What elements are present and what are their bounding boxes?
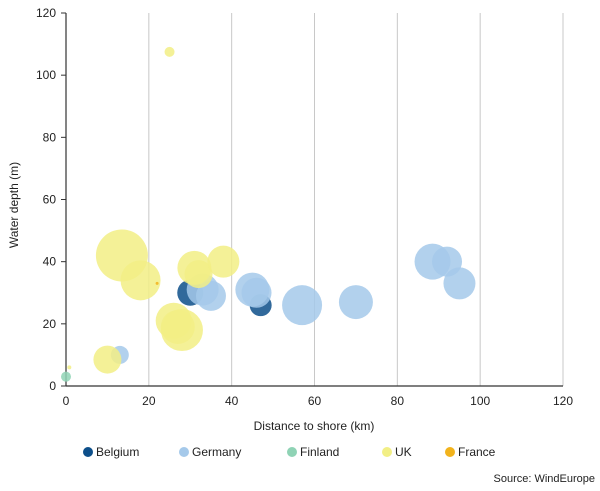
legend-swatch-uk bbox=[382, 447, 392, 457]
legend-label-uk: UK bbox=[395, 445, 412, 459]
france-bubble bbox=[155, 281, 159, 285]
x-tick-label: 20 bbox=[142, 394, 156, 408]
x-tick-label: 40 bbox=[225, 394, 239, 408]
legend-label-france: France bbox=[458, 445, 496, 459]
germany-bubble bbox=[338, 285, 373, 320]
y-tick-label: 20 bbox=[43, 317, 57, 331]
legend-swatch-finland bbox=[287, 447, 297, 457]
x-axis-title: Distance to shore (km) bbox=[254, 419, 375, 433]
y-axis-title: Water depth (m) bbox=[7, 162, 21, 248]
legend-label-germany: Germany bbox=[192, 445, 241, 459]
y-tick-label: 60 bbox=[43, 193, 57, 207]
finland-bubble bbox=[61, 371, 71, 382]
legend-item-france: France bbox=[445, 445, 496, 459]
y-tick-label: 100 bbox=[36, 68, 56, 82]
x-tick-label: 0 bbox=[63, 394, 70, 408]
grid-lines bbox=[148, 13, 564, 386]
germany-bubble bbox=[241, 277, 272, 308]
uk-bubble bbox=[93, 345, 122, 374]
source-note: Source: WindEurope bbox=[494, 473, 596, 485]
uk-bubble bbox=[164, 46, 175, 57]
y-tick-label: 80 bbox=[43, 130, 57, 144]
legend-swatch-france bbox=[445, 447, 455, 457]
legend-label-finland: Finland bbox=[300, 445, 339, 459]
legend-item-finland: Finland bbox=[287, 445, 339, 459]
uk-bubble bbox=[184, 260, 213, 289]
x-tick-label: 80 bbox=[391, 394, 405, 408]
x-tick-label: 100 bbox=[470, 394, 490, 408]
legend: Belgium Germany Finland UK France bbox=[83, 445, 496, 459]
legend-item-germany: Germany bbox=[179, 445, 241, 459]
bubble-marks bbox=[61, 46, 476, 382]
germany-bubble bbox=[282, 285, 323, 326]
y-tick-label: 120 bbox=[36, 6, 56, 20]
uk-bubble bbox=[120, 260, 161, 301]
x-tick-label: 60 bbox=[308, 394, 322, 408]
legend-label-belgium: Belgium bbox=[96, 445, 139, 459]
tick-labels: 0 20 40 60 80 100 120 0 20 40 60 80 100 120 bbox=[36, 6, 573, 408]
uk-bubble bbox=[160, 309, 203, 352]
x-tick-label: 120 bbox=[553, 394, 573, 408]
germany-bubble bbox=[443, 267, 476, 300]
uk-bubble bbox=[67, 365, 72, 370]
legend-swatch-germany bbox=[179, 447, 189, 457]
germany-bubble bbox=[195, 280, 226, 311]
legend-swatch-belgium bbox=[83, 447, 93, 457]
legend-item-uk: UK bbox=[382, 445, 412, 459]
y-tick-label: 0 bbox=[49, 379, 56, 393]
y-tick-label: 40 bbox=[43, 255, 57, 269]
uk-bubble bbox=[207, 245, 240, 278]
legend-item-belgium: Belgium bbox=[83, 445, 139, 459]
